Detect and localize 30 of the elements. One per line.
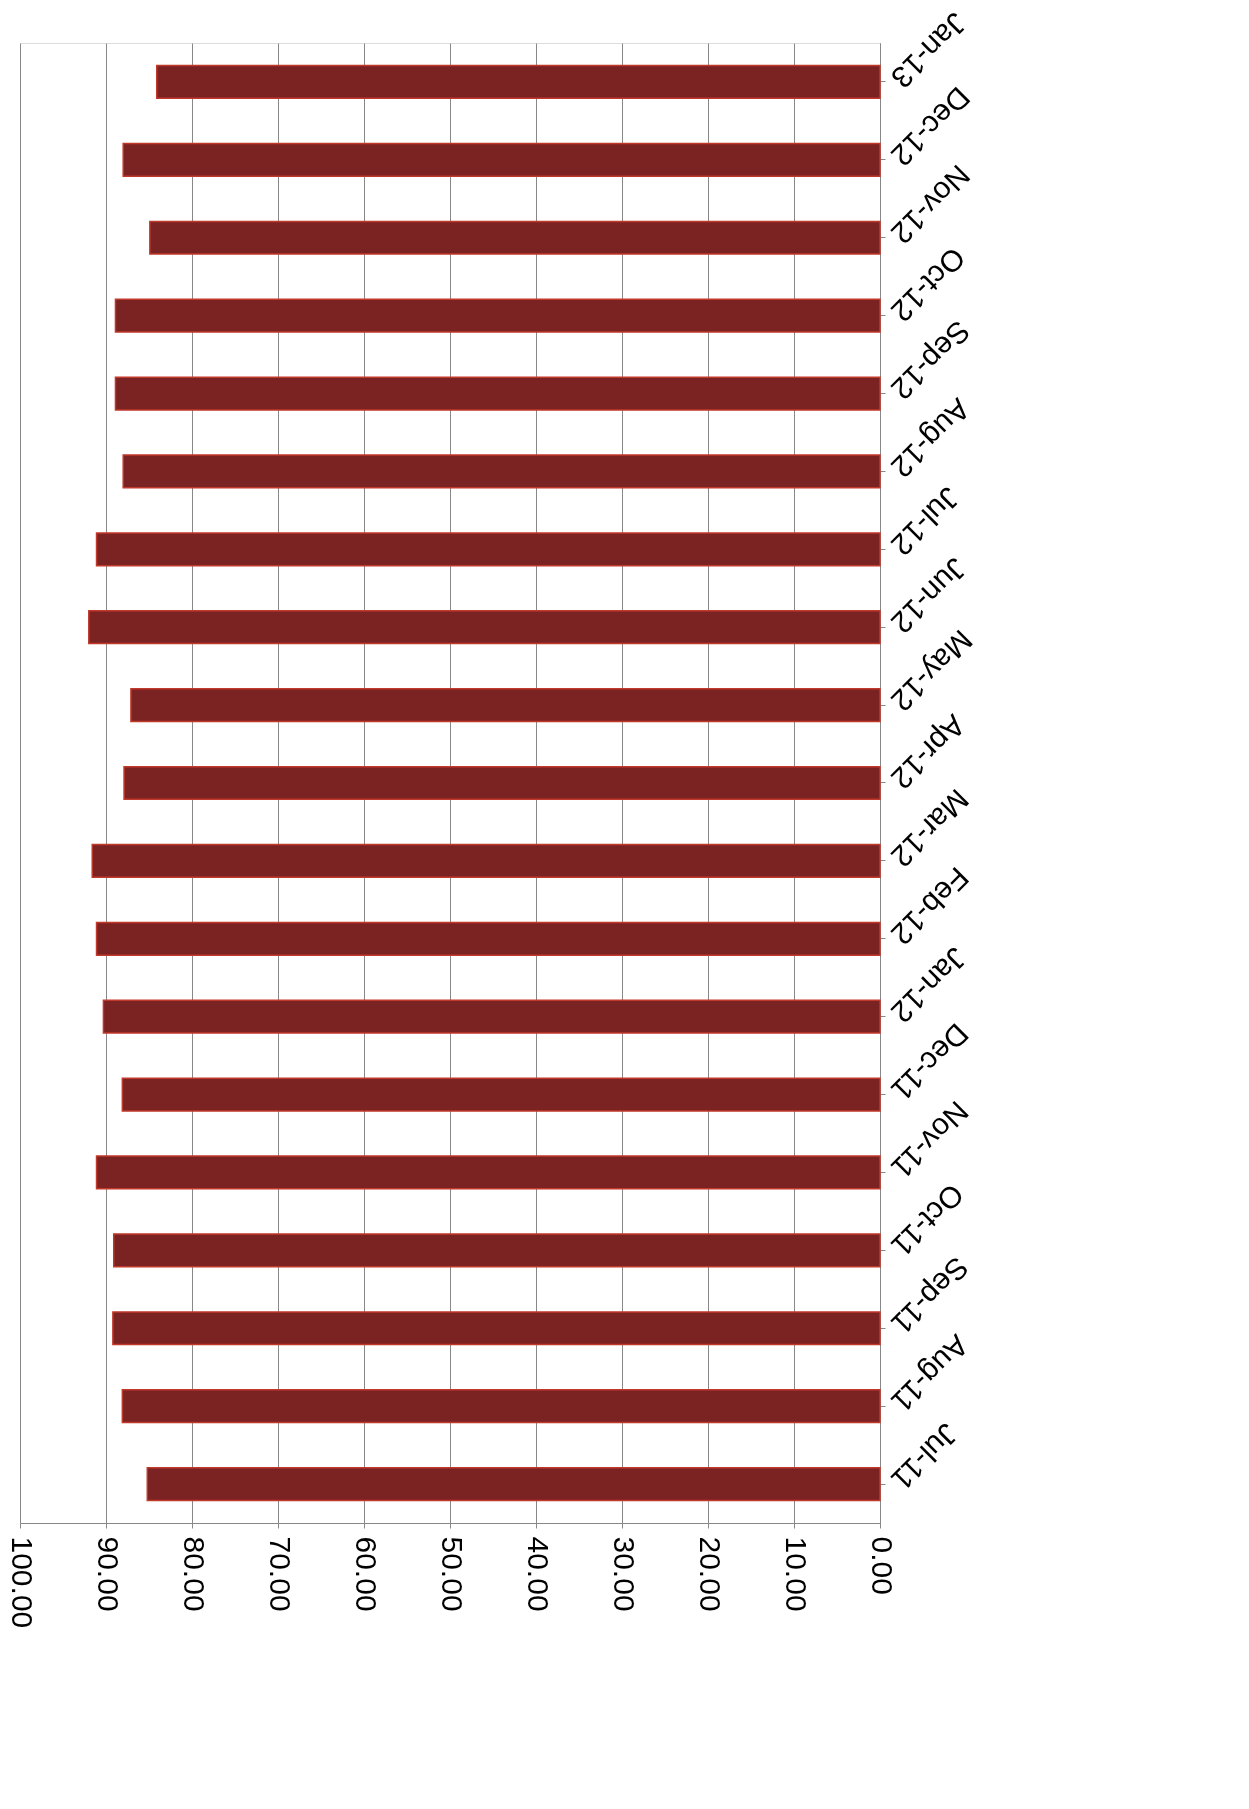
bar (146, 1466, 881, 1502)
x-tick-label: 100.00 (5, 1536, 39, 1629)
x-tick-label: 20.00 (693, 1536, 727, 1612)
bar (149, 220, 881, 255)
bar (112, 1311, 881, 1346)
bar (121, 1077, 881, 1112)
x-tick-label: 10.00 (779, 1536, 813, 1612)
bar (121, 1389, 881, 1424)
bar (95, 921, 881, 956)
bar (95, 532, 881, 567)
bar (112, 1233, 881, 1268)
bar (114, 376, 881, 411)
bar (102, 999, 881, 1034)
bar (95, 1155, 881, 1190)
x-tick-label: 80.00 (177, 1536, 211, 1612)
bar (88, 610, 881, 645)
x-tick-label: 90.00 (91, 1536, 125, 1612)
x-tick-label: 0.00 (865, 1536, 899, 1595)
bar (130, 688, 881, 723)
x-tick-label: 40.00 (521, 1536, 555, 1612)
bar (91, 843, 881, 878)
x-tick-label: 70.00 (263, 1536, 297, 1612)
bar (155, 64, 881, 100)
x-tick-label: 30.00 (607, 1536, 641, 1612)
bar (114, 298, 881, 333)
bar (122, 142, 881, 177)
x-tick-label: 50.00 (435, 1536, 469, 1612)
bar (123, 765, 881, 801)
bar (122, 454, 881, 489)
x-tick-label: 60.00 (349, 1536, 383, 1612)
